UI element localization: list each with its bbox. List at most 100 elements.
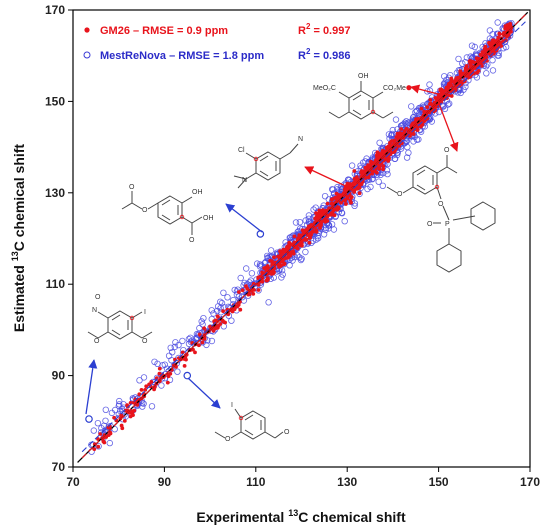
gm26-point	[270, 262, 275, 267]
x-tick-label: 90	[158, 475, 172, 489]
mestrenova-point	[279, 271, 286, 278]
mestrenova-point	[171, 343, 178, 351]
gm26-point	[344, 202, 348, 206]
mestrenova-point	[403, 138, 410, 145]
atom-o-double: O	[427, 221, 433, 228]
mestrenova-point	[384, 170, 391, 178]
gm26-point	[106, 425, 111, 430]
mestrenova-point	[401, 119, 409, 126]
atom-n-nitrile: N	[298, 136, 303, 143]
mestrenova-point	[220, 289, 227, 296]
mestrenova-point	[106, 439, 113, 447]
arrow-diester	[410, 84, 439, 95]
gm26-point	[247, 292, 252, 297]
legend-r2-gm26: R2 = 0.997	[298, 22, 350, 37]
mestrenova-point	[405, 149, 412, 156]
mestrenova-point	[233, 291, 241, 298]
gm26-point	[104, 435, 109, 439]
atom-o-methoxy: O	[397, 191, 403, 198]
highlighted-mestrenova-point	[183, 371, 192, 380]
molecule-nitro-iodo-anisole: O N I O O	[87, 294, 153, 345]
gm26-point	[497, 32, 502, 36]
mestrenova-point	[486, 27, 494, 34]
mestrenova-point	[389, 130, 396, 138]
gm26-point	[335, 207, 340, 212]
mestrenova-point	[95, 443, 102, 450]
mestrenova-point	[440, 80, 448, 88]
gm26-point	[381, 164, 386, 169]
gm26-point	[265, 278, 269, 283]
mestrenova-point	[200, 315, 207, 322]
gm26-point	[157, 371, 162, 376]
mestrenova-point	[369, 175, 377, 182]
mestrenova-point	[111, 426, 118, 433]
arrow-salicylic	[225, 203, 263, 233]
gm26-point	[329, 197, 334, 202]
mestrenova-point	[376, 139, 383, 146]
gm26-point	[348, 198, 353, 203]
legend-marker-mestrenova	[83, 51, 91, 59]
gm26-point	[251, 292, 256, 296]
gm26-point	[166, 374, 171, 379]
mestrenova-point	[351, 202, 358, 209]
gm26-point	[381, 167, 385, 172]
mestrenova-point	[500, 45, 507, 52]
molecule-acetoxy-salicylic: OH O O O OH	[121, 184, 214, 244]
gm26-point	[480, 50, 485, 54]
mestrenova-point	[98, 425, 105, 432]
mestrenova-point	[364, 185, 371, 193]
mestrenova-point	[297, 256, 305, 264]
mestrenova-point	[446, 100, 453, 107]
gm26-point	[363, 176, 368, 180]
gm26-point	[382, 157, 387, 162]
mestrenova-point	[321, 192, 329, 200]
atom-oh-acid: OH	[203, 215, 214, 222]
gm26-point	[439, 100, 443, 104]
gm26-point	[182, 364, 187, 368]
gm26-point	[287, 243, 292, 248]
mestrenova-point	[90, 427, 97, 434]
gm26-point	[471, 60, 475, 64]
mestrenova-point	[102, 406, 109, 413]
gm26-point	[202, 326, 207, 331]
gm26-point	[474, 56, 479, 61]
y-tick-label: 70	[52, 460, 66, 474]
gm26-point	[317, 212, 322, 217]
atom-i: I	[231, 402, 233, 409]
gm26-point	[397, 134, 402, 139]
mestrenova-point	[312, 204, 319, 211]
gm26-point	[238, 307, 243, 312]
plot-frame	[72, 9, 531, 468]
gm26-point	[314, 211, 318, 216]
atom-o-carbonyl: O	[129, 184, 135, 191]
highlighted-mestrenova-point	[85, 415, 93, 423]
mestrenova-point	[413, 136, 421, 143]
atom-n-nitro: N	[92, 307, 97, 314]
gm26-point	[339, 193, 343, 198]
atom-o-methoxy-right: O	[142, 338, 148, 345]
atom-o-methoxy: O	[225, 436, 231, 443]
mestrenova-point	[115, 401, 123, 408]
gm26-point	[221, 309, 226, 313]
gm26-point	[476, 69, 481, 73]
gm26-point	[215, 325, 220, 330]
atom-o-acid: O	[189, 237, 195, 244]
gm26-point	[180, 350, 185, 355]
mestrenova-point	[341, 217, 348, 225]
gm26-point	[495, 44, 499, 48]
gm26-point	[449, 80, 453, 84]
mestrenova-point	[165, 352, 173, 359]
gm26-point	[356, 185, 361, 190]
mestrenova-point	[489, 67, 497, 74]
mestrenova-point	[148, 403, 156, 410]
mestrenova-point	[418, 105, 425, 112]
atom-cl: Cl	[238, 147, 245, 154]
gm26-point	[184, 357, 188, 362]
gm26-point	[357, 191, 362, 196]
atom-i: I	[144, 309, 146, 316]
molecule-iodo-methoxybenzaldehyde: I O O	[214, 402, 290, 443]
legend-label-gm26: GM26 – RMSE = 0.9 ppm	[100, 25, 228, 37]
mestrenova-point	[237, 274, 244, 282]
gm26-point	[386, 156, 391, 161]
gm26-point	[468, 59, 472, 63]
